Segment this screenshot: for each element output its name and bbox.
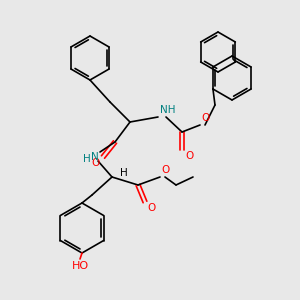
Text: O: O (185, 151, 193, 161)
Text: O: O (201, 113, 209, 123)
Text: O: O (92, 158, 100, 168)
Text: O: O (161, 165, 169, 175)
Text: O: O (147, 203, 155, 213)
Text: H: H (83, 154, 91, 164)
Text: H: H (120, 168, 128, 178)
Text: HO: HO (71, 261, 88, 271)
Text: N: N (91, 152, 99, 162)
Text: NH: NH (160, 105, 176, 115)
